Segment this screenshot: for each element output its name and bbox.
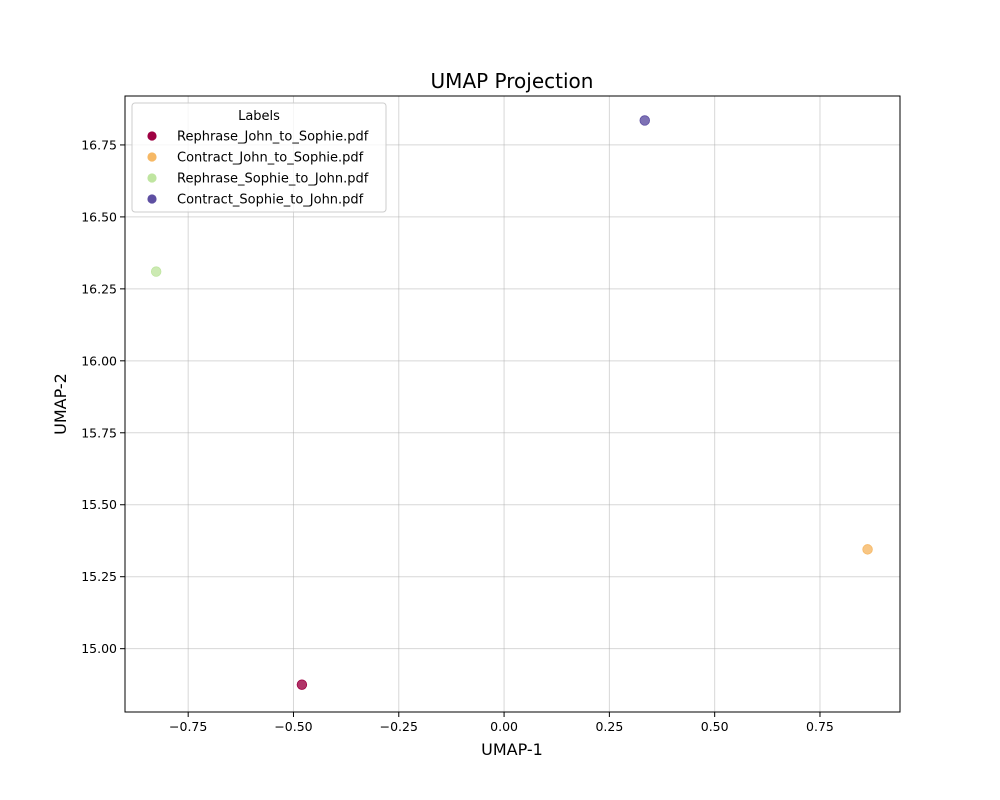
data-point — [639, 115, 650, 126]
y-tick-label: 15.50 — [81, 497, 117, 512]
grid — [125, 96, 900, 712]
x-tick-label: 0.75 — [806, 719, 834, 734]
x-tick-label: 0.00 — [490, 719, 518, 734]
x-tick-label: −0.25 — [380, 719, 418, 734]
data-points — [150, 115, 873, 690]
data-point — [296, 679, 308, 690]
legend-label: Rephrase_Sophie_to_John.pdf — [177, 172, 369, 187]
legend-title: Labels — [238, 109, 280, 124]
legend-box — [131, 102, 387, 213]
y-tick-label: 16.00 — [81, 353, 117, 368]
data-point — [150, 266, 162, 277]
legend-marker — [147, 194, 157, 204]
chart-title: UMAP Projection — [431, 69, 594, 93]
plot-frame — [124, 95, 901, 713]
legend-marker — [147, 131, 157, 141]
y-tick-label: 15.25 — [81, 569, 117, 584]
y-tick-label: 15.00 — [81, 641, 117, 656]
x-axis-ticks: −0.75 −0.50 −0.25 0.00 0.25 0.50 0.75 — [169, 712, 834, 734]
legend-label: Contract_Sophie_to_John.pdf — [177, 193, 364, 208]
legend-marker — [147, 152, 157, 162]
data-point — [862, 544, 873, 555]
x-tick-label: 0.50 — [701, 719, 729, 734]
y-tick-label: 16.75 — [81, 137, 117, 152]
legend-marker — [147, 173, 157, 183]
y-tick-label: 15.75 — [81, 425, 117, 440]
y-axis-ticks: 15.00 15.25 15.50 15.75 16.00 16.25 16.50 16.75 — [81, 137, 125, 656]
x-axis-label: UMAP-1 — [481, 740, 543, 759]
x-tick-label: −0.50 — [274, 719, 312, 734]
legend-label: Rephrase_John_to_Sophie.pdf — [177, 130, 369, 145]
y-tick-label: 16.50 — [81, 209, 117, 224]
x-tick-label: 0.25 — [595, 719, 623, 734]
y-axis-label: UMAP-2 — [51, 373, 70, 435]
legend: Labels Rephrase_John_to_Sophie.pdf Contra… — [131, 102, 387, 213]
legend-items: Rephrase_John_to_Sophie.pdf Contract_John… — [147, 130, 369, 208]
legend-label: Contract_John_to_Sophie.pdf — [177, 151, 364, 166]
x-tick-label: −0.75 — [169, 719, 207, 734]
y-tick-label: 16.25 — [81, 281, 117, 296]
